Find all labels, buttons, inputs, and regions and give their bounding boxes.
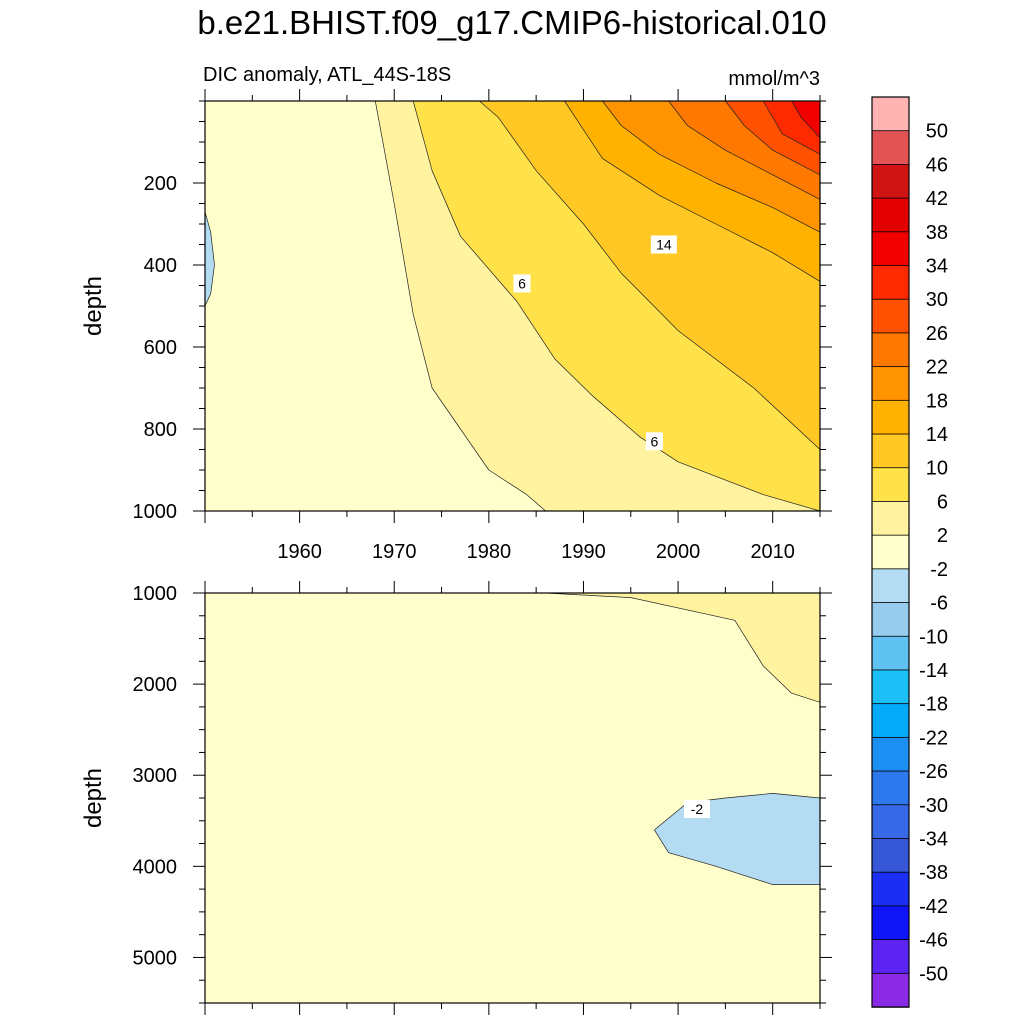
colorbar-swatch [871, 635, 910, 671]
colorbar-label: -26 [919, 761, 948, 783]
y-tick-label: 1000 [133, 501, 178, 523]
colorbar-swatch [871, 804, 910, 840]
colorbar-swatch [871, 366, 910, 402]
y-tick-label: 200 [144, 173, 177, 195]
y-tick-label: 400 [144, 255, 177, 277]
contour-label: 6 [518, 275, 526, 291]
colorbar-swatch [871, 265, 910, 300]
colorbar-swatch [871, 770, 910, 806]
colorbar-label: 10 [926, 458, 948, 480]
colorbar-label: 6 [937, 491, 948, 513]
colorbar-label: -38 [919, 862, 948, 884]
contour-label-box [513, 274, 531, 293]
colorbar-label: 26 [926, 323, 948, 345]
x-tick-label: 2000 [656, 541, 701, 563]
colorbar-swatch [871, 838, 910, 873]
y-tick-label: 4000 [133, 856, 178, 878]
colorbar-swatch [871, 939, 910, 974]
colorbar-swatch [871, 130, 910, 166]
y-tick-label: 800 [144, 419, 177, 441]
colorbar-label: -42 [919, 896, 948, 918]
panel-subtitle-units: mmol/m^3 [728, 68, 820, 90]
contour-label: 6 [651, 433, 659, 449]
colorbar-swatch [871, 197, 910, 233]
colorbar-label: 2 [937, 525, 948, 547]
colorbar-label: 14 [926, 424, 948, 446]
colorbar-swatch [871, 298, 910, 334]
x-tick-label: 1960 [277, 541, 322, 563]
colorbar-swatch [871, 501, 910, 536]
panel-upper-bands [204, 100, 821, 512]
colorbar-label: 30 [926, 289, 948, 311]
colorbar-swatch [871, 96, 910, 132]
colorbar-swatch [871, 736, 910, 772]
y-tick-label: 3000 [133, 765, 178, 787]
y-tick-label: 1000 [133, 583, 178, 605]
colorbar-swatch [871, 568, 910, 604]
y-tick-label: 5000 [133, 947, 178, 969]
figure-title: b.e21.BHIST.f09_g17.CMIP6-historical.010 [197, 4, 827, 41]
contour-label: 14 [656, 237, 672, 253]
x-tick-label: 1990 [561, 541, 606, 563]
colorbar-label: 46 [926, 154, 948, 176]
panel-lower-background [205, 593, 820, 1003]
panel-subtitle-left: DIC anomaly, ATL_44S-18S [203, 64, 451, 86]
y-axis-label: depth [80, 276, 107, 336]
y-axis-label: depth [80, 768, 107, 828]
colorbar-swatch [871, 534, 910, 570]
x-tick-label: 1980 [467, 541, 512, 563]
colorbar-label: 18 [926, 390, 948, 412]
colorbar-label: 22 [926, 357, 948, 379]
colorbar-label: -2 [930, 559, 948, 581]
colorbar-swatch [871, 669, 910, 705]
colorbar-label: -46 [919, 930, 948, 952]
colorbar-swatch [871, 905, 910, 941]
contour-label-box [650, 235, 677, 254]
y-tick-label: 600 [144, 337, 177, 359]
y-tick-label: 2000 [133, 674, 178, 696]
panel-upper-ticks [193, 89, 832, 523]
colorbar-swatch [871, 164, 910, 199]
x-tick-label: 1970 [372, 541, 417, 563]
colorbar-label: -34 [919, 828, 948, 850]
x-tick-label: 2010 [750, 541, 795, 563]
colorbar-label: 34 [926, 256, 948, 278]
colorbar-swatch [871, 231, 910, 267]
panel-lower-ticks [193, 581, 832, 1015]
colorbar-label: 50 [926, 121, 948, 143]
colorbar-swatch [871, 703, 910, 739]
colorbar-label: 38 [926, 222, 948, 244]
colorbar-label: -22 [919, 727, 948, 749]
colorbar-swatch [871, 972, 910, 1008]
colorbar-swatch [871, 332, 910, 368]
colorbar-label: -6 [930, 593, 948, 615]
colorbar-label: -10 [919, 626, 948, 648]
colorbar-label: -30 [919, 795, 948, 817]
contour-label-box [645, 432, 663, 451]
colorbar-label: -14 [919, 660, 948, 682]
colorbar-swatch [871, 467, 910, 503]
colorbar-swatch [871, 433, 910, 469]
colorbar-label: -18 [919, 694, 948, 716]
contour-label-box [684, 799, 710, 818]
colorbar-swatch [871, 602, 910, 637]
colorbar-swatch [871, 399, 910, 435]
colorbar-label: 42 [926, 188, 948, 210]
colorbar-label: -50 [919, 963, 948, 985]
contour-label: -2 [691, 801, 704, 817]
colorbar-swatch [871, 871, 910, 907]
colorbar [871, 96, 910, 1008]
colorbar-frame [871, 96, 910, 1008]
